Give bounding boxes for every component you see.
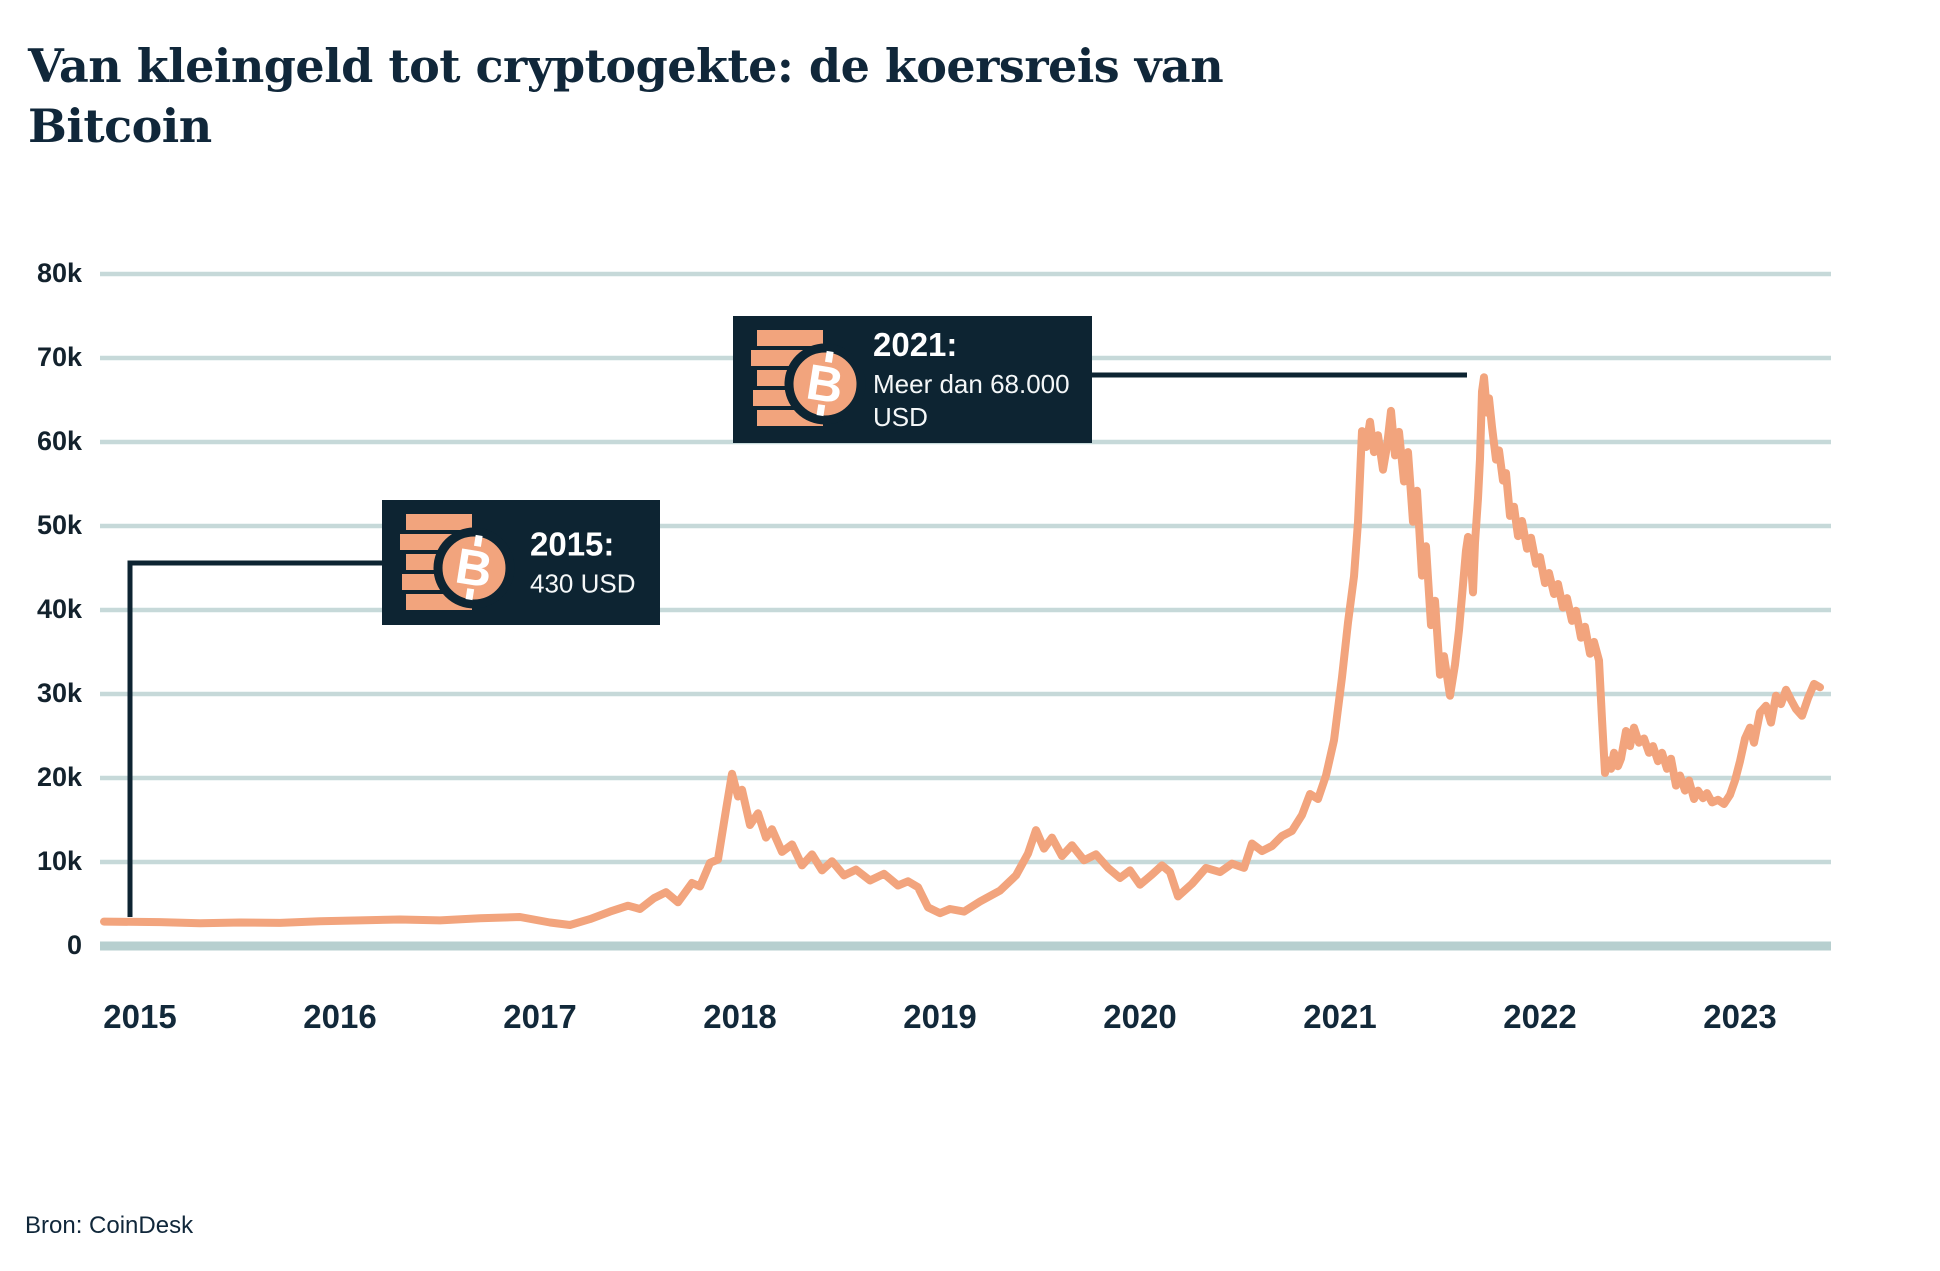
- callout-2021-year: 2021:: [873, 325, 958, 363]
- x-axis-label: 2020: [1103, 998, 1177, 1035]
- y-axis-label: 10k: [36, 846, 82, 876]
- y-axis-label: 20k: [36, 762, 82, 792]
- bitcoin-coin-icon: [433, 527, 515, 609]
- y-axis-label: 30k: [36, 678, 82, 708]
- y-axis-label: 50k: [36, 510, 82, 540]
- coin-stack-icon: B: [751, 330, 866, 426]
- y-axis-label: 80k: [36, 258, 82, 288]
- callout-2015-year: 2015:: [530, 524, 615, 562]
- source-credit: Bron: CoinDesk: [25, 1212, 194, 1239]
- callout-connector-2015: [127, 560, 382, 917]
- callout-2015: B 2015: 430 USD: [382, 500, 660, 625]
- x-axis-label: 2021: [1303, 998, 1377, 1035]
- bitcoin-coin-icon: [784, 343, 866, 425]
- x-axis-label: 2018: [703, 998, 777, 1035]
- callout-2015-value: 430 USD: [530, 568, 636, 599]
- callout-2021: B 2021: Meer dan 68.000 USD: [733, 316, 1092, 443]
- chart-title: Van kleingeld tot cryptogekte: de koersr…: [28, 38, 1224, 153]
- x-axis-label: 2023: [1703, 998, 1777, 1035]
- y-axis-label: 40k: [36, 594, 82, 624]
- y-axis-label: 60k: [36, 426, 82, 456]
- y-axis-label: 70k: [36, 342, 82, 372]
- bitcoin-b-icon: B: [452, 534, 496, 601]
- callout-2021-value: Meer dan 68.000 USD: [873, 369, 1070, 432]
- x-axis-label: 2022: [1503, 998, 1577, 1035]
- x-axis-label: 2019: [903, 998, 977, 1035]
- svg-text:B: B: [452, 538, 496, 599]
- x-axis-label: 2017: [503, 998, 577, 1035]
- x-axis-label: 2016: [303, 998, 377, 1035]
- y-axis-label: 0: [66, 930, 82, 960]
- x-axis-label: 2015: [103, 998, 177, 1035]
- coin-stack-icon: B: [400, 514, 515, 610]
- svg-text:B: B: [803, 354, 847, 415]
- bitcoin-price-line: [100, 373, 1824, 929]
- bitcoin-b-icon: B: [803, 350, 847, 417]
